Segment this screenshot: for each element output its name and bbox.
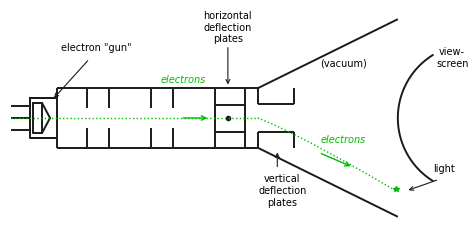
Text: electrons: electrons [321,135,366,145]
Text: vertical
deflection
plates: vertical deflection plates [258,174,306,208]
Text: electron "gun": electron "gun" [61,43,132,53]
Text: (vacuum): (vacuum) [320,58,367,69]
Text: horizontal
deflection
plates: horizontal deflection plates [203,11,252,45]
Text: view-
screen: view- screen [436,47,468,69]
Text: light: light [433,164,455,174]
Text: electrons: electrons [161,75,206,85]
